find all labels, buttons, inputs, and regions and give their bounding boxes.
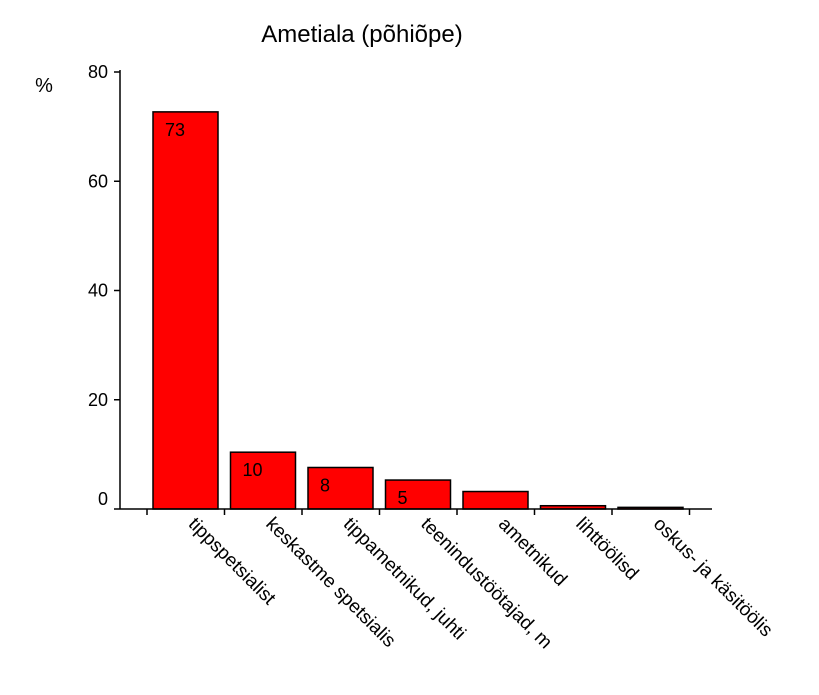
axes-layer: 0 20 40 60 80	[88, 62, 712, 515]
y-tick-label: 60	[88, 171, 108, 191]
y-tick-label: 20	[88, 390, 108, 410]
y-tick-label: 40	[88, 281, 108, 301]
data-label: 8	[320, 475, 330, 495]
bars-layer	[152, 111, 684, 510]
data-label: 10	[243, 460, 263, 480]
data-label: 5	[398, 488, 408, 508]
y-tick-label: 0	[98, 489, 108, 509]
x-tick-label: keskastme spetsialis	[261, 514, 399, 652]
x-tick-label: teenindustöötajad, m	[416, 514, 556, 654]
bar	[307, 466, 374, 510]
y-axis-label: %	[35, 75, 53, 97]
data-label: 73	[165, 120, 185, 140]
bar	[229, 451, 297, 510]
x-tick-label: oskus- ja käsitöölis	[649, 514, 777, 642]
x-tick-label: ametnikud	[494, 514, 571, 591]
bar	[384, 479, 452, 510]
y-tick-label: 80	[88, 62, 108, 82]
chart-title: Ametiala (põhiõpe)	[261, 21, 462, 48]
x-tick-label: lihttöölisd	[571, 514, 642, 585]
bar	[152, 111, 219, 510]
bar	[462, 490, 529, 510]
